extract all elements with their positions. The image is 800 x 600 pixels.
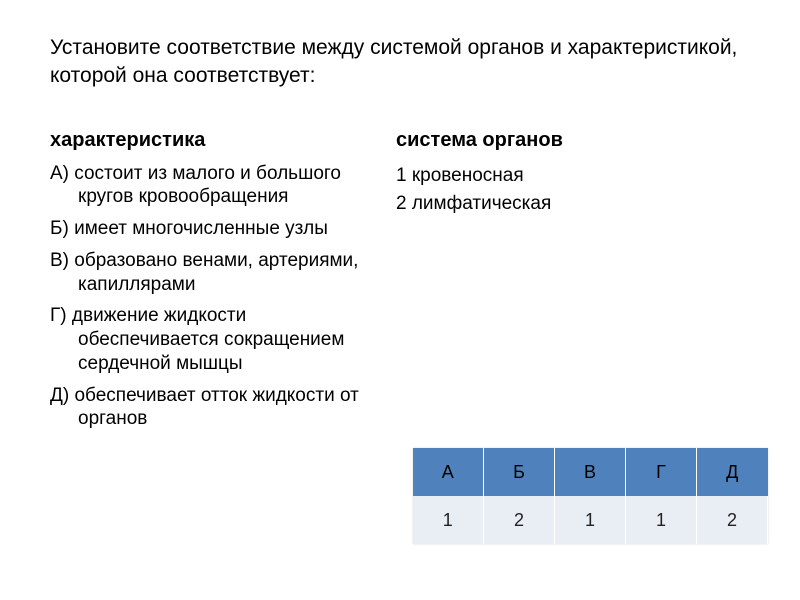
columns-container: характеристика А) состоит из малого и бо…	[50, 129, 760, 440]
characteristic-text: Г) движение жидкости обеспечивается сокр…	[50, 304, 360, 375]
question-title: Установите соответствие между системой о…	[50, 34, 760, 91]
characteristic-item: Б) имеет многочисленные узлы	[50, 217, 360, 241]
answer-header-row: А Б В Г Д	[413, 448, 768, 496]
answer-header-cell: А	[413, 448, 484, 496]
characteristic-text: А) состоит из малого и большого кругов к…	[50, 162, 360, 210]
answer-header-cell: Г	[626, 448, 697, 496]
characteristic-item: А) состоит из малого и большого кругов к…	[50, 162, 360, 210]
answer-value-cell: 2	[697, 496, 768, 544]
answer-value-cell: 2	[484, 496, 555, 544]
characteristics-column: характеристика А) состоит из малого и бо…	[50, 129, 360, 440]
answer-header-cell: Б	[484, 448, 555, 496]
answer-header-cell: Д	[697, 448, 768, 496]
system-item: 2 лимфатическая	[396, 190, 760, 219]
answer-value-row: 1 2 1 1 2	[413, 496, 768, 544]
answer-table: А Б В Г Д 1 2 1 1 2	[413, 448, 769, 544]
characteristic-text: Д) обеспечивает отток жидкости от органо…	[50, 384, 360, 432]
answer-value-cell: 1	[626, 496, 697, 544]
systems-column: система органов 1 кровеносная 2 лимфатич…	[396, 129, 760, 440]
characteristic-text: Б) имеет многочисленные узлы	[50, 217, 360, 241]
answer-value-cell: 1	[413, 496, 484, 544]
systems-heading: система органов	[396, 129, 760, 152]
characteristics-heading: характеристика	[50, 129, 360, 152]
characteristic-item: Д) обеспечивает отток жидкости от органо…	[50, 384, 360, 432]
system-item: 1 кровеносная	[396, 162, 760, 191]
characteristic-item: Г) движение жидкости обеспечивается сокр…	[50, 304, 360, 375]
characteristic-text: В) образовано венами, артериями, капилля…	[50, 249, 360, 297]
answer-header-cell: В	[555, 448, 626, 496]
characteristic-item: В) образовано венами, артериями, капилля…	[50, 249, 360, 297]
answer-value-cell: 1	[555, 496, 626, 544]
